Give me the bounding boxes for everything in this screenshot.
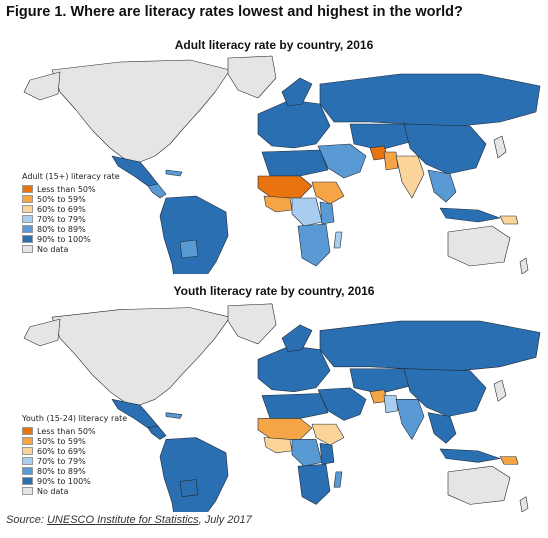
adult-literacy-map [23, 55, 541, 274]
north-africa-region [261, 149, 329, 177]
central-america-region [147, 425, 167, 440]
legend-item: 90% to 100% [22, 476, 127, 486]
china-region [403, 368, 487, 417]
southeast-asia-region [427, 169, 457, 203]
horn-africa-region [311, 181, 345, 205]
swatch-icon [22, 215, 33, 223]
swatch-icon [22, 205, 33, 213]
legend-item: No data [22, 244, 120, 254]
central-asia-region [349, 123, 411, 151]
new-zealand-region [519, 496, 529, 512]
west-africa-region [263, 195, 293, 213]
russia-region [319, 73, 541, 127]
caribbean-region [165, 412, 183, 419]
central-africa-region [291, 439, 323, 467]
youth-literacy-map [23, 303, 541, 512]
source-suffix: , July 2017 [198, 514, 252, 526]
swatch-icon [22, 235, 33, 243]
legend-item: 60% to 69% [22, 204, 120, 214]
india-region [395, 155, 425, 199]
southeast-asia-region [427, 412, 457, 444]
caribbean-region [165, 169, 183, 177]
swatch-icon [22, 477, 33, 485]
swatch-icon [22, 427, 33, 435]
swatch-icon [22, 467, 33, 475]
indonesia-region [439, 207, 501, 223]
legend-item: 60% to 69% [22, 446, 127, 456]
middle-east-region [317, 143, 367, 179]
north-america-region [51, 307, 231, 406]
north-america-region [51, 59, 231, 163]
scandinavia-region [281, 77, 313, 107]
north-africa-region [261, 393, 329, 419]
source-link[interactable]: UNESCO Institute for Statistics [46, 514, 199, 526]
madagascar-region [333, 471, 343, 488]
madagascar-region [333, 231, 343, 249]
pakistan-region [383, 395, 399, 413]
greenland-region [227, 303, 277, 345]
alaska-region [23, 318, 61, 347]
sahel-region [257, 418, 313, 440]
sahel-region [257, 175, 313, 199]
australia-region [447, 465, 511, 505]
legend-item: 90% to 100% [22, 234, 120, 244]
central-america-region [147, 183, 167, 199]
europe-region [257, 99, 331, 149]
legend-item: 50% to 59% [22, 194, 120, 204]
legend-item: Less than 50% [22, 184, 120, 194]
youth-map-title: Youth literacy rate by country, 2016 [173, 284, 375, 298]
southern-africa-region [297, 223, 331, 267]
figure-title: Figure 1. Where are literacy rates lowes… [6, 4, 463, 20]
legend-item: 80% to 89% [22, 466, 127, 476]
horn-africa-region [311, 423, 345, 446]
greenland-region [227, 55, 277, 99]
swatch-icon [22, 457, 33, 465]
legend-title: Youth (15-24) literacy rate [22, 414, 128, 423]
papua-region [499, 215, 519, 225]
adult-legend: Adult (15+) literacy rate Less than 50% … [22, 172, 120, 254]
japan-region [493, 135, 507, 159]
legend-item: 70% to 79% [22, 456, 127, 466]
middle-east-region [317, 387, 367, 421]
legend-item: No data [22, 486, 127, 496]
legend-item: 80% to 89% [22, 224, 120, 234]
swatch-icon [22, 185, 33, 193]
bolivia-region [179, 479, 199, 498]
legend-item: Less than 50% [22, 426, 127, 436]
south-america-region [159, 195, 229, 274]
adult-map-title: Adult literacy rate by country, 2016 [174, 38, 374, 52]
scandinavia-region [281, 324, 313, 352]
swatch-icon [22, 437, 33, 445]
swatch-icon [22, 245, 33, 253]
indonesia-region [439, 448, 501, 463]
australia-region [447, 225, 511, 267]
papua-region [499, 456, 519, 465]
source-prefix: Source: [6, 514, 47, 526]
bolivia-region [179, 239, 199, 259]
youth-legend: Youth (15-24) literacy rate Less than 50… [22, 414, 127, 496]
india-region [395, 399, 425, 440]
pakistan-region [383, 151, 399, 171]
legend-item: 70% to 79% [22, 214, 120, 224]
new-zealand-region [519, 257, 529, 274]
south-america-region [159, 437, 229, 512]
central-africa-region [291, 197, 323, 227]
west-africa-region [263, 437, 293, 454]
swatch-icon [22, 195, 33, 203]
east-africa-region [319, 442, 335, 465]
legend-title: Adult (15+) literacy rate [22, 172, 120, 181]
swatch-icon [22, 447, 33, 455]
central-asia-region [349, 368, 411, 394]
alaska-region [23, 71, 61, 101]
japan-region [493, 379, 507, 402]
russia-region [319, 320, 541, 371]
source-note: Source: UNESCO Institute for Statistics,… [6, 514, 252, 526]
europe-region [257, 345, 331, 392]
east-africa-region [319, 201, 335, 225]
southern-africa-region [297, 463, 331, 505]
legend-item: 50% to 59% [22, 436, 127, 446]
swatch-icon [22, 225, 33, 233]
swatch-icon [22, 487, 33, 495]
china-region [403, 123, 487, 175]
